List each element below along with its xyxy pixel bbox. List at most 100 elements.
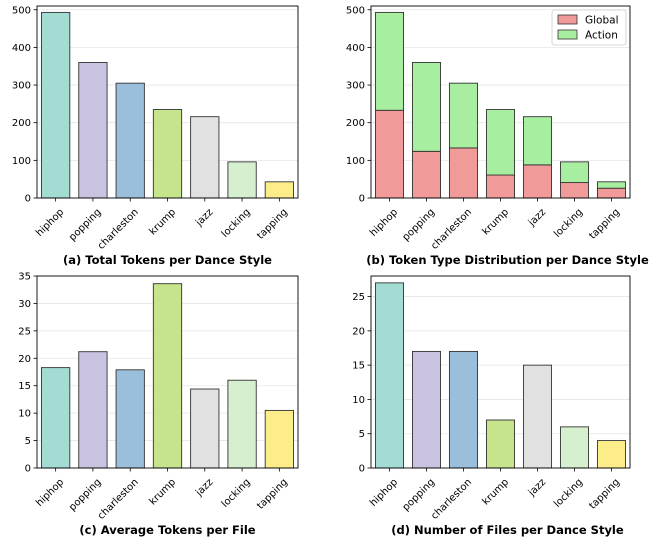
x-tick-label-hiphop: hiphop (368, 477, 400, 509)
bar-tapping (264, 181, 294, 199)
x-tick-label-charleston: charleston (96, 477, 141, 522)
x-tick-label-jazz: jazz (526, 477, 548, 499)
bar-popping (78, 351, 108, 469)
bar-charleston (448, 350, 479, 469)
bar-locking (227, 161, 257, 199)
x-tick-label-krump: krump (148, 207, 179, 238)
y-tick-label: 10 (352, 395, 365, 406)
axes-frame (36, 275, 299, 469)
bar-action-jazz (522, 116, 553, 166)
y-tick-label: 0 (359, 194, 365, 205)
x-tick-label-tapping: tapping (255, 477, 290, 512)
axes-frame (36, 5, 299, 199)
x-tick-label-jazz: jazz (193, 207, 215, 229)
bar-action-popping (411, 62, 442, 152)
bar-action-krump (485, 109, 516, 176)
panel-caption: (c) Average Tokens per File (79, 523, 255, 537)
y-tick-label: 0 (25, 464, 31, 475)
bar-hiphop (374, 282, 405, 469)
legend-label-action: Action (585, 30, 618, 42)
x-tick-label-jazz: jazz (193, 477, 215, 499)
x-tick-label-locking: locking (220, 207, 253, 240)
x-tick-label-popping: popping (401, 207, 438, 244)
y-tick-label: 5 (25, 436, 31, 447)
axes-frame (370, 275, 631, 469)
x-tick-label-krump: krump (148, 477, 179, 508)
x-tick-label-popping: popping (67, 477, 104, 514)
x-tick-label-hiphop: hiphop (34, 477, 66, 509)
y-tick-label: 5 (359, 429, 365, 440)
bar-jazz (190, 116, 220, 199)
x-tick-label-hiphop: hiphop (34, 207, 66, 239)
y-tick-label: 100 (12, 156, 31, 167)
x-tick-label-locking: locking (220, 477, 253, 510)
panel-caption: (a) Total Tokens per Dance Style (63, 253, 272, 267)
bar-global-jazz (522, 164, 553, 199)
bar-action-hiphop (374, 11, 405, 111)
bar-global-charleston (448, 147, 479, 199)
y-tick-label: 400 (12, 43, 31, 54)
bar-jazz (522, 364, 553, 469)
y-tick-label: 0 (359, 464, 365, 475)
axes-frame (370, 5, 631, 199)
bar-krump (485, 419, 516, 469)
y-tick-label: 20 (18, 354, 31, 365)
bar-tapping (264, 409, 294, 469)
bar-krump (152, 283, 183, 469)
y-tick-label: 25 (352, 292, 365, 303)
bar-popping (78, 62, 108, 199)
legend: Global Action (551, 9, 627, 46)
legend-swatch-action (557, 29, 578, 40)
x-tick-label-jazz: jazz (526, 207, 548, 229)
bar-global-hiphop (374, 109, 405, 199)
x-tick-label-tapping: tapping (587, 477, 622, 512)
y-tick-label: 200 (12, 118, 31, 129)
x-tick-label-popping: popping (401, 477, 438, 514)
x-tick-label-tapping: tapping (587, 207, 622, 242)
y-tick-label: 15 (352, 361, 365, 372)
y-tick-label: 20 (352, 326, 365, 337)
y-tick-label: 35 (18, 272, 31, 283)
panel-caption: (b) Token Type Distribution per Dance St… (366, 253, 649, 267)
bar-jazz (190, 388, 220, 469)
y-tick-label: 15 (18, 381, 31, 392)
y-tick-label: 30 (18, 299, 31, 310)
x-tick-label-popping: popping (67, 207, 104, 244)
bar-hiphop (41, 11, 71, 199)
x-tick-label-tapping: tapping (255, 207, 290, 242)
bar-global-popping (411, 150, 442, 199)
bar-global-krump (485, 174, 516, 199)
x-tick-label-krump: krump (481, 207, 512, 238)
y-tick-label: 500 (12, 5, 31, 16)
x-tick-label-locking: locking (552, 477, 585, 510)
bar-charleston (115, 369, 145, 469)
bar-action-locking (559, 161, 590, 184)
legend-label-global: Global (585, 15, 619, 27)
bar-action-charleston (448, 82, 479, 149)
y-tick-label: 500 (346, 5, 365, 16)
y-tick-label: 10 (18, 409, 31, 420)
x-tick-label-charleston: charleston (96, 207, 141, 252)
x-tick-label-hiphop: hiphop (368, 207, 400, 239)
bar-locking (227, 379, 257, 469)
y-tick-label: 300 (12, 81, 31, 92)
bar-popping (411, 350, 442, 469)
panel-caption: (d) Number of Files per Dance Style (391, 523, 624, 537)
bar-action-tapping (596, 181, 627, 189)
bar-global-locking (559, 182, 590, 199)
y-tick-label: 300 (346, 81, 365, 92)
bar-charleston (115, 82, 145, 199)
bar-tapping (596, 440, 627, 469)
x-tick-label-locking: locking (552, 207, 585, 240)
legend-swatch-global (557, 14, 578, 25)
bar-hiphop (41, 367, 71, 469)
y-tick-label: 25 (18, 326, 31, 337)
y-tick-label: 100 (346, 156, 365, 167)
x-tick-label-krump: krump (481, 477, 512, 508)
y-tick-label: 400 (346, 43, 365, 54)
